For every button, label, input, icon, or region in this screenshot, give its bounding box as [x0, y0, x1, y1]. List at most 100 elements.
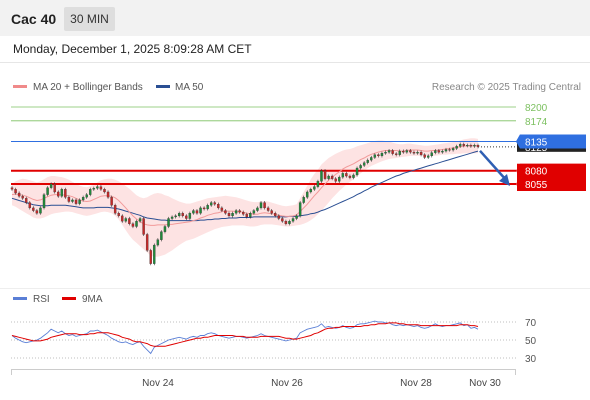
candle	[242, 210, 245, 216]
candle-body	[67, 197, 71, 202]
candle	[398, 149, 401, 157]
level-label-8200: 8200	[525, 103, 548, 114]
candle-body	[74, 199, 78, 204]
candle	[345, 171, 348, 178]
candle	[103, 187, 106, 194]
candle-body	[149, 250, 152, 264]
candle	[167, 216, 170, 229]
candle-body	[195, 210, 199, 214]
candle	[28, 200, 31, 210]
candle	[334, 177, 337, 183]
candle-body	[451, 148, 455, 151]
candle	[320, 169, 323, 183]
candle	[92, 186, 96, 191]
candle-body	[394, 153, 398, 155]
candle-body	[430, 152, 433, 157]
candle-body	[419, 151, 423, 155]
credit-label: Research © 2025 Trading Central	[432, 82, 581, 93]
candle	[163, 224, 167, 234]
candle-body	[462, 144, 465, 146]
candle	[177, 211, 181, 218]
candle	[213, 200, 216, 206]
key-levels	[11, 106, 516, 186]
candle	[117, 211, 120, 218]
candle	[313, 185, 316, 191]
candle-body	[103, 189, 106, 193]
candle-body	[64, 189, 67, 198]
candle-body	[320, 170, 323, 182]
candle-body	[121, 215, 124, 222]
candle	[348, 174, 352, 180]
candle-body	[49, 183, 53, 188]
candle	[416, 150, 419, 155]
candle	[138, 216, 142, 223]
candle	[181, 211, 184, 218]
candle	[291, 216, 295, 223]
candle-body	[277, 215, 281, 219]
candle	[209, 200, 213, 207]
timeframe-button[interactable]: 30 MIN	[64, 7, 115, 31]
datetime-label: Monday, December 1, 2025 8:09:28 AM CET	[13, 42, 252, 56]
candle-body	[405, 150, 409, 153]
candle	[21, 194, 24, 200]
candle-body	[409, 150, 412, 153]
candle	[234, 208, 238, 215]
candle	[266, 206, 270, 213]
candle-body	[384, 151, 387, 154]
rsi-ma-legend-label: 9MA	[82, 294, 103, 305]
candle-body	[53, 183, 56, 193]
candle	[231, 211, 234, 218]
candle-body	[348, 175, 352, 178]
candle	[455, 144, 458, 151]
candle-body	[128, 218, 131, 224]
candle	[89, 187, 92, 197]
candle	[309, 187, 313, 194]
candle	[195, 208, 199, 215]
candle	[298, 200, 302, 218]
candle-body	[32, 207, 35, 211]
candle-body	[78, 199, 81, 204]
candle-body	[473, 145, 476, 147]
candle	[206, 203, 209, 211]
candle	[128, 216, 131, 226]
candle-body	[249, 213, 252, 218]
forecast-arrow-head	[499, 174, 510, 186]
candle-body	[377, 154, 380, 157]
candle	[409, 148, 412, 154]
candle	[430, 151, 433, 158]
candle-body	[181, 213, 184, 217]
x-tick-label: Nov 26	[271, 378, 303, 389]
candle-body	[39, 207, 42, 214]
candle-body	[224, 210, 227, 214]
candle	[174, 214, 177, 219]
candle	[316, 179, 320, 189]
candle	[42, 193, 46, 210]
candle	[473, 143, 476, 148]
candle-body	[426, 155, 430, 158]
candle-body	[298, 202, 302, 217]
candle-body	[14, 189, 17, 194]
candle-body	[362, 162, 366, 166]
ma50-line	[11, 150, 479, 222]
candle	[39, 206, 42, 215]
candle-body	[217, 204, 220, 209]
candle	[323, 169, 327, 181]
candle-body	[138, 218, 142, 222]
support-zone-block	[517, 163, 586, 191]
candle	[227, 211, 231, 218]
candle-body	[213, 202, 216, 205]
candle	[380, 151, 384, 158]
candle	[284, 219, 288, 226]
candle	[85, 193, 88, 199]
candle	[135, 219, 138, 229]
candle-body	[35, 210, 39, 214]
candle-body	[110, 197, 113, 206]
candle	[96, 185, 99, 190]
candle-body	[96, 186, 99, 189]
candle	[188, 211, 192, 221]
candle-body	[359, 165, 362, 169]
candle-body	[131, 223, 135, 227]
candle-body	[89, 189, 92, 195]
candle	[423, 153, 426, 160]
